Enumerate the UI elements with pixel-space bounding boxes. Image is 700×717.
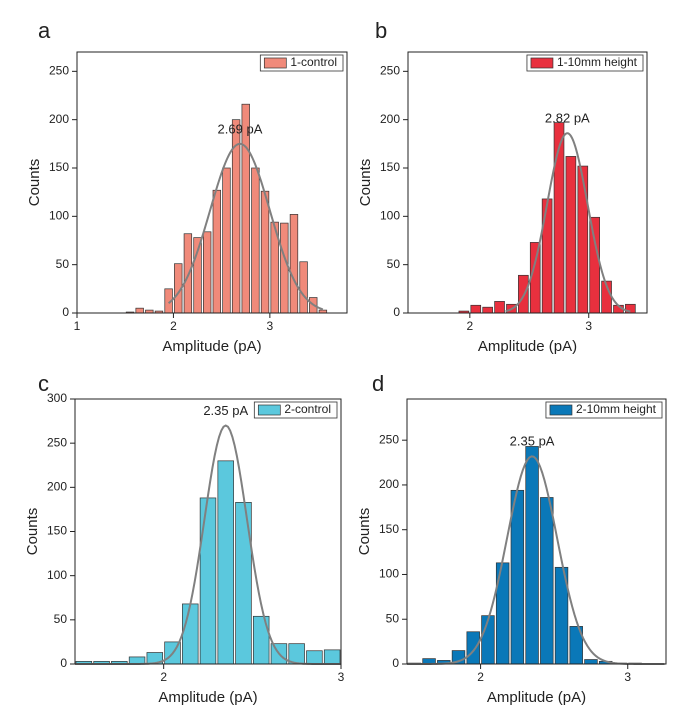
peak-annotation: 2.69 pA — [218, 121, 263, 136]
bar — [203, 231, 212, 314]
bar — [199, 497, 217, 665]
bar — [306, 650, 323, 665]
y-tick-label: 50 — [387, 257, 401, 271]
plot-frame — [76, 51, 348, 314]
y-tick-label: 200 — [379, 477, 399, 491]
bar — [584, 659, 598, 665]
panel-label: b — [375, 18, 387, 43]
y-tick-label: 200 — [49, 112, 69, 126]
y-tick-label: 200 — [380, 112, 400, 126]
panel-label: d — [372, 371, 384, 396]
legend-label: 1-control — [290, 55, 337, 69]
bar — [525, 446, 539, 665]
legend-swatch — [257, 404, 281, 416]
bar — [299, 261, 308, 314]
y-tick-label: 100 — [47, 568, 67, 582]
y-tick-label: 50 — [56, 257, 70, 271]
bar — [212, 189, 221, 314]
x-tick-label: 2 — [477, 670, 484, 684]
panel-label: a — [38, 18, 51, 43]
x-axis-title: Amplitude (pA) — [158, 689, 257, 706]
bar — [323, 649, 341, 665]
legend-swatch — [549, 404, 573, 416]
y-tick-label: 50 — [54, 612, 68, 626]
bar — [289, 214, 299, 314]
legend-swatch — [530, 57, 554, 69]
bar — [251, 167, 260, 314]
y-tick-label: 100 — [380, 209, 400, 223]
y-axis-title: Counts — [24, 508, 41, 556]
legend-label: 2-10mm height — [576, 402, 657, 416]
y-tick-label: 150 — [49, 160, 69, 174]
plot-frame — [406, 398, 667, 665]
y-tick-label: 300 — [47, 391, 67, 405]
y-tick-label: 50 — [386, 611, 400, 625]
x-tick-label: 3 — [585, 319, 592, 333]
y-tick-label: 250 — [47, 435, 67, 449]
y-axis-title: Counts — [357, 159, 374, 207]
bar — [470, 304, 482, 314]
x-tick-label: 2 — [170, 319, 177, 333]
x-axis-title: Amplitude (pA) — [487, 689, 586, 706]
y-tick-label: 150 — [379, 522, 399, 536]
peak-annotation: 2.35 pA — [203, 403, 248, 418]
legend-swatch — [263, 57, 287, 69]
x-tick-label: 2 — [466, 319, 473, 333]
bar — [217, 460, 234, 665]
bar — [565, 156, 577, 314]
y-tick-label: 250 — [380, 64, 400, 78]
y-tick-label: 0 — [60, 656, 67, 670]
bar — [541, 198, 553, 314]
x-tick-label: 3 — [267, 319, 274, 333]
x-axis-title: Amplitude (pA) — [162, 338, 261, 355]
bar — [182, 603, 199, 665]
bar — [466, 631, 480, 665]
y-tick-label: 250 — [379, 432, 399, 446]
x-axis-title: Amplitude (pA) — [478, 338, 577, 355]
y-axis-title: Counts — [356, 508, 373, 556]
bar — [280, 222, 289, 314]
panel-label: c — [38, 371, 49, 396]
bar — [540, 497, 554, 665]
y-tick-label: 100 — [379, 567, 399, 581]
bar — [222, 167, 231, 314]
y-tick-label: 150 — [380, 160, 400, 174]
x-tick-label: 3 — [338, 670, 345, 684]
legend-box — [545, 401, 663, 419]
peak-annotation: 2.35 pA — [510, 434, 555, 449]
bar — [482, 306, 493, 314]
x-tick-label: 1 — [74, 319, 81, 333]
y-tick-label: 250 — [49, 64, 69, 78]
legend-label: 2-control — [284, 402, 331, 416]
legend-label: 1-10mm height — [557, 55, 638, 69]
x-tick-label: 3 — [624, 670, 631, 684]
bar — [183, 233, 193, 314]
bar — [589, 216, 600, 314]
bar — [135, 307, 144, 314]
y-tick-label: 0 — [393, 305, 400, 319]
legend-box — [526, 54, 644, 72]
bar — [494, 301, 505, 314]
y-tick-label: 0 — [62, 305, 69, 319]
y-tick-label: 150 — [47, 524, 67, 538]
fit-curve — [505, 132, 631, 313]
bar — [260, 190, 270, 314]
y-tick-label: 0 — [392, 656, 399, 670]
y-tick-label: 100 — [49, 209, 69, 223]
bar — [510, 489, 525, 665]
peak-annotation: 2.82 pA — [545, 111, 590, 126]
y-axis-title: Counts — [26, 159, 43, 207]
bar — [577, 165, 589, 314]
x-tick-label: 2 — [160, 670, 167, 684]
fit-curve — [167, 142, 324, 311]
plot-frame — [407, 51, 648, 314]
y-tick-label: 200 — [47, 480, 67, 494]
